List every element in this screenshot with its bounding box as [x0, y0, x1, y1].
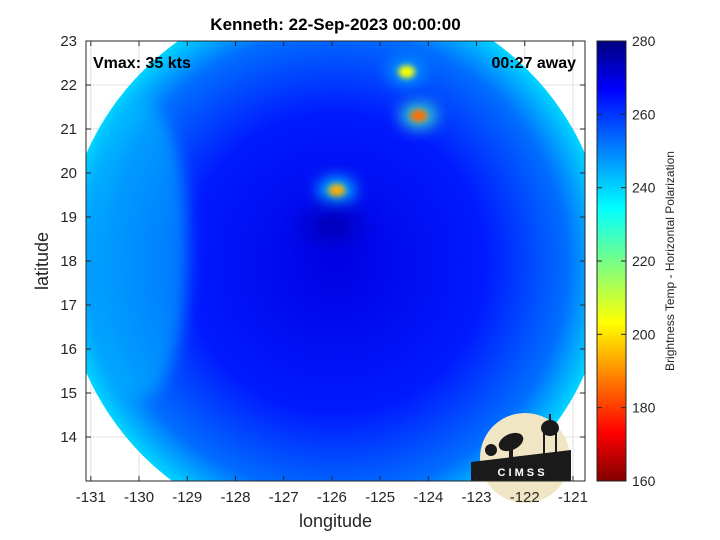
- x-tick-label: -129: [172, 489, 202, 506]
- colorbar-tick-label: 180: [632, 400, 656, 416]
- y-tick-label: 17: [60, 297, 77, 314]
- colorbar-tick-label: 280: [632, 33, 656, 49]
- heatmap-layer: [86, 41, 585, 481]
- y-tick-label: 14: [60, 429, 77, 446]
- y-tick-label: 22: [60, 77, 77, 94]
- logo-dome: [485, 444, 497, 456]
- cold-features: [298, 59, 437, 250]
- logo-building: [471, 450, 571, 481]
- x-tick-label: -123: [462, 489, 492, 506]
- x-tick-label: -121: [558, 489, 588, 506]
- logo-tower-legs: [543, 433, 557, 457]
- y-tick-label: 20: [60, 165, 77, 182]
- colorbar-tick-label: 260: [632, 106, 656, 122]
- y-tick-label: 15: [60, 385, 77, 402]
- colorbar-ticks: 160 180 200 220 240 260 280: [597, 33, 656, 489]
- swath-texture-west: [90, 99, 189, 400]
- x-tick-label: -125: [365, 489, 395, 506]
- colorbar-tick-label: 240: [632, 180, 656, 196]
- x-tick-label: -124: [413, 489, 443, 506]
- feature-core: [316, 214, 348, 238]
- colorbar-tick-label: 160: [632, 473, 656, 489]
- x-tick-label: -126: [317, 489, 347, 506]
- logo-water-tower: [541, 420, 559, 436]
- y-tick-label: 21: [60, 121, 77, 138]
- colorbar-tick-label: 220: [632, 253, 656, 269]
- colorbar-label: Brightness Temp - Horizontal Polarizatio…: [663, 151, 677, 371]
- chart-title: Kenneth: 22-Sep-2023 00:00:00: [210, 15, 460, 34]
- y-axis-ticks: 14 15 16 17 18 19 20 21 22 23: [60, 33, 585, 446]
- x-tick-label: -122: [510, 489, 540, 506]
- y-tick-label: 16: [60, 341, 77, 358]
- x-axis-label: longitude: [299, 511, 372, 531]
- x-tick-label: -131: [76, 489, 106, 506]
- time-away-annotation: 00:27 away: [491, 55, 576, 72]
- y-tick-label: 19: [60, 209, 77, 226]
- x-axis-ticks: -131 -130 -129 -128 -127 -126 -125 -124 -123 -122…: [76, 41, 588, 506]
- vmax-annotation: Vmax: 35 kts: [93, 55, 191, 72]
- y-tick-label: 18: [60, 253, 77, 270]
- colorbar-tick-label: 200: [632, 326, 656, 342]
- logo-text: C I M S S: [497, 467, 544, 479]
- feature-core: [328, 184, 346, 197]
- x-tick-label: -127: [269, 489, 299, 506]
- logo-dish-stand: [509, 446, 513, 462]
- feature-core: [410, 109, 428, 123]
- swath-disk: [86, 41, 585, 481]
- x-tick-label: -128: [220, 489, 250, 506]
- y-tick-label: 23: [60, 33, 77, 50]
- swath: [86, 41, 585, 481]
- feature-core: [398, 65, 416, 79]
- y-axis-label: latitude: [32, 232, 52, 290]
- x-tick-label: -130: [124, 489, 154, 506]
- logo-dish: [498, 432, 524, 452]
